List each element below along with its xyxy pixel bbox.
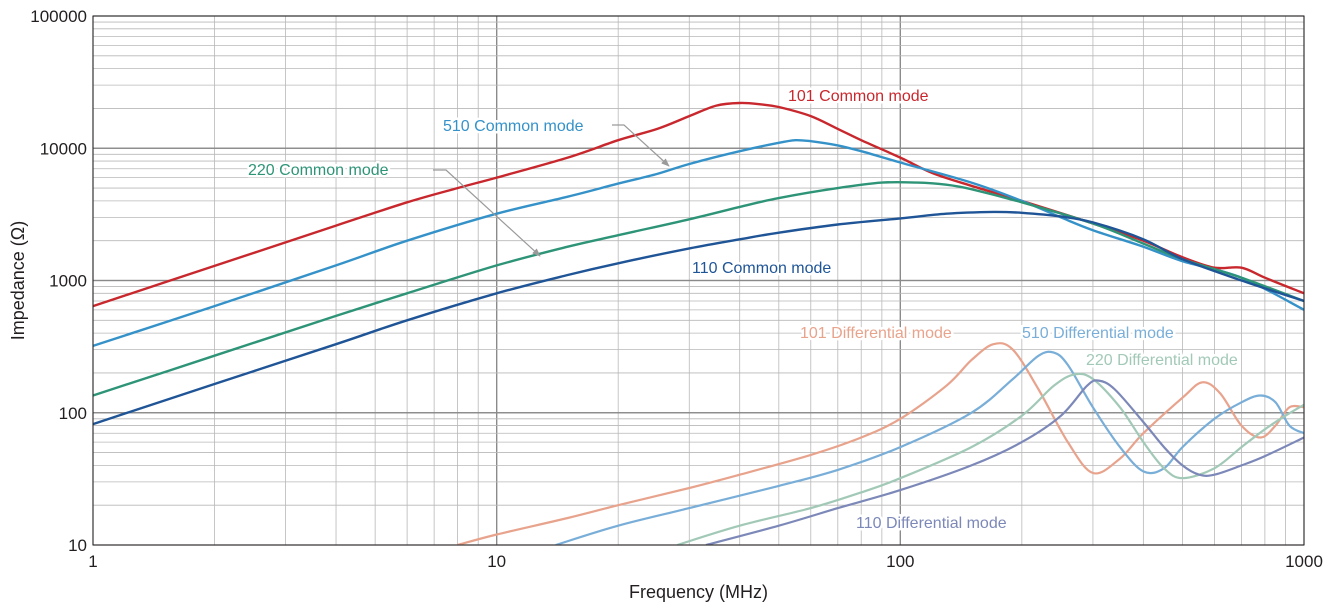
- series-line-510-common-mode: [93, 138, 1304, 348]
- series-line-510-differential-mode: [555, 350, 1304, 545]
- x-tick-label: 10: [487, 552, 506, 571]
- y-tick-label: 1000: [49, 272, 87, 291]
- x-tick-label: 1: [88, 552, 97, 571]
- series-label-220-common-mode: 220 Common mode: [248, 162, 389, 179]
- leader-lines: [433, 124, 670, 257]
- series-line-110-common-mode: [93, 210, 1304, 426]
- leader-line-220-common: [433, 169, 541, 257]
- leader-line-510-common: [612, 124, 670, 167]
- series-label-halo: 101 Common mode: [788, 88, 929, 105]
- series-label-halo: 510 Differential mode: [1022, 325, 1174, 342]
- series-label-halo: 110 Common mode: [692, 260, 831, 277]
- y-tick-label: 10: [68, 536, 87, 555]
- series-label-halo: 101 Differential mode: [800, 325, 952, 342]
- series-line-220-differential-mode: [676, 372, 1304, 545]
- series-label-halo: 220 Common mode: [248, 162, 389, 179]
- y-tick-label: 100000: [30, 7, 87, 26]
- series-label-halo: 110 Differential mode: [856, 515, 1007, 532]
- series-line-110-differential-mode: [705, 379, 1304, 545]
- x-tick-label: 100: [886, 552, 914, 571]
- series-line-220-common-mode: [93, 180, 1304, 397]
- series-label-110-common-mode: 110 Common mode: [692, 260, 831, 277]
- grid: [92, 15, 1305, 546]
- series-label-halo: 510 Common mode: [443, 118, 584, 135]
- series-label-220-differential-mode: 220 Differential mode: [1086, 352, 1238, 369]
- series-label-101-differential-mode: 101 Differential mode: [800, 325, 952, 342]
- series-label-510-common-mode: 510 Common mode: [443, 118, 584, 135]
- series-label-halo: 220 Differential mode: [1086, 352, 1238, 369]
- y-tick-label: 100: [59, 404, 87, 423]
- x-axis-title: Frequency (MHz): [629, 582, 768, 602]
- plot-frame: [92, 15, 1305, 546]
- y-tick-label: 10000: [40, 139, 87, 158]
- series-layer: [93, 101, 1304, 545]
- series-line-101-differential-mode: [457, 342, 1304, 545]
- series-label-110-differential-mode: 110 Differential mode: [856, 515, 1007, 532]
- x-tick-label: 1000: [1285, 552, 1323, 571]
- y-axis-title: Impedance (Ω): [8, 221, 28, 341]
- series-label-510-differential-mode: 510 Differential mode: [1022, 325, 1174, 342]
- series-label-101-common-mode: 101 Common mode: [788, 88, 929, 105]
